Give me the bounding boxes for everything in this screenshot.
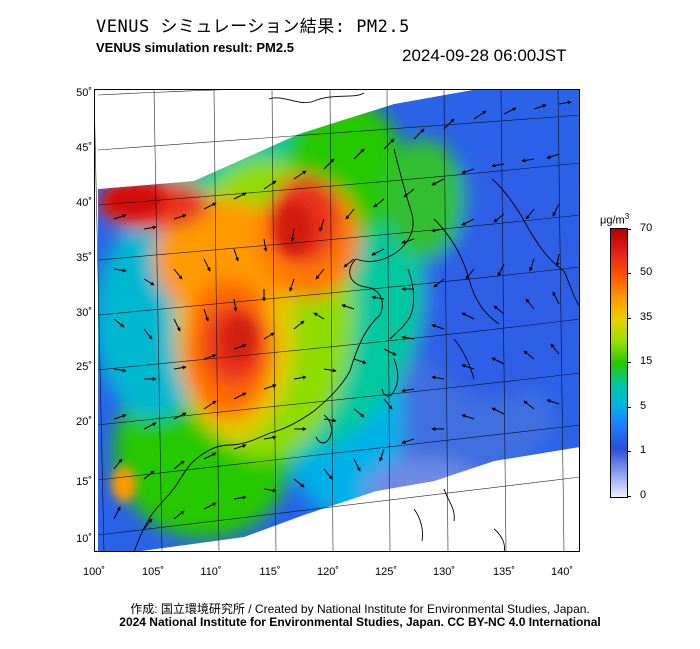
lon-label-115: 115˚ xyxy=(259,566,281,578)
credit-line: 作成: 国立環境研究所 / Created by National Instit… xyxy=(130,602,590,616)
colorbar-label-50: 50 xyxy=(640,266,653,278)
colorbar-tick xyxy=(627,407,631,408)
colorbar-label-70: 70 xyxy=(640,222,653,234)
colorbar-tick xyxy=(627,229,631,230)
colorbar xyxy=(610,228,628,498)
lat-label-20: 20˚ xyxy=(76,416,92,428)
lon-label-125: 125˚ xyxy=(374,566,398,578)
lat-label-25: 25˚ xyxy=(76,361,92,373)
lon-label-100: 100˚ xyxy=(82,566,106,578)
map-canvas xyxy=(94,89,580,552)
lon-label-140: 140˚ xyxy=(550,566,574,578)
colorbar-label-0: 0 xyxy=(640,489,647,501)
colorbar-label-1: 1 xyxy=(640,444,647,456)
lon-label-135: 135˚ xyxy=(492,566,516,578)
lon-label-105: 105˚ xyxy=(141,566,165,578)
wind-arrows xyxy=(113,100,572,530)
lat-label-40: 40˚ xyxy=(76,197,92,209)
colorbar-label-15: 15 xyxy=(640,355,653,367)
title-japanese: VENUS シミュレーション結果: PM2.5 xyxy=(96,17,410,37)
lat-label-30: 30˚ xyxy=(76,307,92,319)
colorbar-tick xyxy=(627,362,631,363)
title-english: VENUS simulation result: PM2.5 xyxy=(96,40,294,55)
timestamp: 2024-09-28 06:00JST xyxy=(402,46,567,65)
colorbar-tick xyxy=(627,318,631,319)
colorbar-tick xyxy=(627,496,631,497)
colorbar-label-35: 35 xyxy=(640,311,653,323)
lat-label-15: 15˚ xyxy=(76,476,92,488)
lon-label-120: 120˚ xyxy=(316,566,340,578)
lat-label-50: 50˚ xyxy=(76,87,92,99)
graticule xyxy=(94,89,580,552)
map-frame xyxy=(94,89,580,552)
pm25-map xyxy=(94,89,580,552)
colorbar-tick xyxy=(627,451,631,452)
lat-label-35: 35˚ xyxy=(76,252,92,264)
lon-label-130: 130˚ xyxy=(432,566,456,578)
colorbar-unit: μg/m3 xyxy=(600,212,630,227)
colorbar-label-5: 5 xyxy=(640,400,647,412)
lon-label-110: 110˚ xyxy=(200,566,222,578)
lat-label-10: 10˚ xyxy=(76,533,92,545)
colorbar-tick xyxy=(627,273,631,274)
lat-label-45: 45˚ xyxy=(76,142,92,154)
license-line: 2024 National Institute for Environmenta… xyxy=(119,615,601,629)
